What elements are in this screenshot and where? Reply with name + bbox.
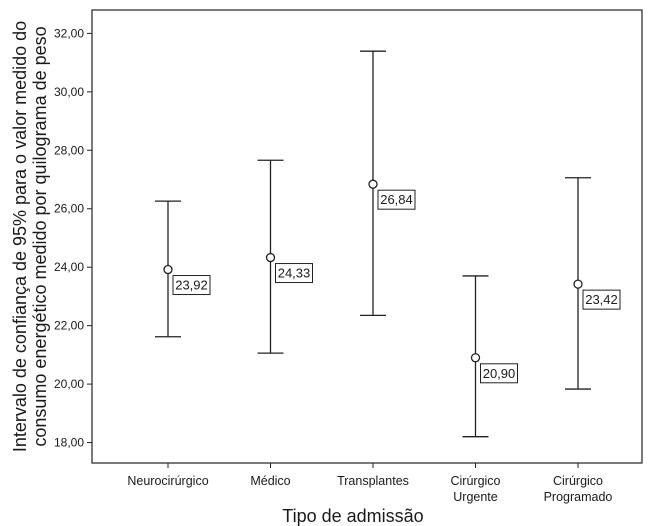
y-tick-label: 22,00	[54, 319, 84, 333]
mean-point	[573, 279, 583, 289]
x-category-label: Programado	[544, 490, 613, 504]
x-category-label: Urgente	[453, 490, 498, 504]
x-category-label: Cirúrgico	[553, 474, 603, 488]
error-bar-group: 23,92	[155, 200, 211, 338]
y-tick-label: 18,00	[54, 436, 84, 450]
data-label-box	[172, 275, 211, 296]
y-axis-ticks: 18,00 20,00 22,00 24,00 26,00 28,00 30,00 32,00	[54, 26, 92, 450]
plot-frame	[91, 9, 643, 464]
y-axis-title-line: consumo energético medido por quilograma…	[30, 26, 50, 446]
error-bars: 23,92 24,33 26,84 20,90 23,42	[155, 50, 621, 438]
y-tick-label: 26,00	[54, 202, 84, 216]
error-bar-group: 26,84	[360, 50, 416, 317]
y-tick-label: 28,00	[54, 143, 84, 157]
mean-point	[368, 179, 378, 189]
data-label: 23,92	[175, 278, 208, 293]
data-label-box	[275, 263, 313, 284]
data-label-box	[582, 289, 621, 310]
mean-point	[265, 252, 276, 263]
data-label-box	[480, 363, 518, 384]
mean-point	[470, 353, 481, 363]
y-tick-label: 32,00	[54, 26, 84, 40]
data-label: 24,33	[278, 266, 311, 281]
x-axis-title: Tipo de admissão	[282, 506, 423, 526]
y-tick-label: 24,00	[54, 260, 84, 274]
axis-titles: Tipo de admissão Intervalo de confiança d…	[10, 21, 424, 526]
data-label: 26,84	[380, 192, 413, 207]
x-category-label: Cirúrgico	[450, 474, 500, 488]
y-tick-label: 30,00	[54, 85, 84, 99]
x-axis-ticks: Neurocirúrgico Médico Transplantes Cirúrgic…	[127, 463, 612, 504]
error-bar-group: 20,90	[462, 275, 518, 438]
mean-point	[163, 264, 173, 275]
axes	[91, 9, 643, 464]
data-label: 20,90	[483, 366, 516, 381]
x-category-label: Neurocirúrgico	[127, 474, 208, 488]
y-axis-title-line: Intervalo de confiança de 95% para o val…	[10, 21, 30, 452]
x-category-label: Transplantes	[337, 474, 409, 488]
data-label-box	[377, 189, 416, 210]
error-bar-group: 24,33	[257, 159, 313, 354]
data-label: 23,42	[585, 292, 618, 307]
x-category-label: Médico	[250, 474, 290, 488]
error-bar-group: 23,42	[565, 177, 621, 390]
y-tick-label: 20,00	[54, 377, 84, 391]
